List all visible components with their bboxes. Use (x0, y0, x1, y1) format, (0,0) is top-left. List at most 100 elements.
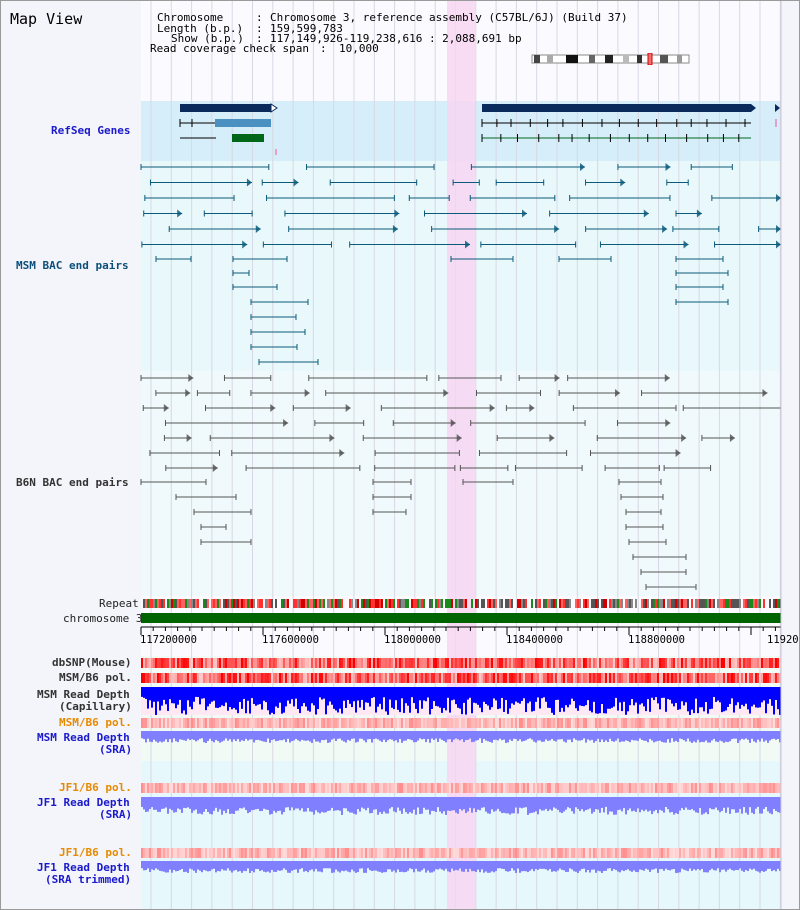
msm-read-depth-capillary-bar (593, 687, 595, 702)
msm-read-depth-capillary-bar (439, 687, 441, 708)
msm-read-depth-sra-bar (193, 731, 195, 740)
msm-read-depth-capillary-bar (145, 687, 147, 699)
track-label-msm-read-depth-sra[interactable]: MSM Read Depth (37, 731, 130, 744)
jf1-read-depth-bar (769, 797, 771, 814)
jf1-b6-pol2-strip (631, 848, 633, 858)
track-label-msm-b6-pol[interactable]: MSM/B6 pol. (59, 671, 132, 684)
jf1-b6-pol-strip (507, 783, 509, 793)
jf1-read-depth-bar (423, 797, 425, 808)
jf1-read-depth-bar (559, 797, 561, 813)
jf1-b6-pol-strip (427, 783, 429, 793)
jf1-b6-pol2-strip (735, 848, 737, 858)
track-label-msm-bac[interactable]: MSM BAC end pairs (16, 259, 129, 272)
jf1-b6-pol2-strip (693, 848, 695, 858)
msm-read-depth-sra-bar (669, 731, 671, 743)
msm-b6-pol2-strip (361, 718, 363, 728)
msm-b6-pol-strip (769, 673, 771, 683)
jf1-b6-pol-strip (197, 783, 199, 793)
jf1-b6-pol2-strip (499, 848, 501, 858)
jf1-read-depth-bar (735, 797, 737, 813)
msm-b6-pol2-strip (381, 718, 383, 728)
msm-b6-pol2-strip (757, 718, 759, 728)
track-label-jf1-b6-pol[interactable]: JF1/B6 pol. (59, 781, 132, 794)
track-label-msm-b6-pol-2[interactable]: MSM/B6 pol. (59, 716, 132, 729)
msm-read-depth-sra-bar (653, 731, 655, 743)
jf1-b6-pol-strip (287, 783, 289, 793)
track-label-jf1-read-depth[interactable]: JF1 Read Depth (37, 796, 130, 809)
msm-read-depth-capillary-bar (479, 687, 481, 708)
jf1-read-depth-trimmed-bar (691, 861, 693, 871)
msm-read-depth-sra-bar (739, 731, 741, 741)
msm-b6-pol-strip (301, 673, 303, 683)
jf1-b6-pol2-strip (565, 848, 567, 858)
msm-read-depth-capillary-bar (587, 687, 589, 701)
repeat-segment (183, 599, 185, 608)
dbsnp-strip (295, 658, 297, 668)
jf1-read-depth-bar (269, 797, 271, 815)
msm-read-depth-sra-bar (157, 731, 159, 743)
msm-read-depth-capillary-bar (497, 687, 499, 710)
jf1-b6-pol2-strip (457, 848, 459, 858)
jf1-read-depth-trimmed-bar (733, 861, 735, 871)
jf1-read-depth-bar (295, 797, 297, 809)
track-label-jf1-read-depth-trimmed[interactable]: JF1 Read Depth (37, 861, 130, 874)
msm-read-depth-sra-bar (241, 731, 243, 741)
dbsnp-strip (441, 658, 443, 668)
jf1-read-depth-bar (479, 797, 481, 811)
jf1-read-depth-trimmed-bar (625, 861, 627, 871)
jf1-read-depth-trimmed-bar (325, 861, 327, 869)
dbsnp-strip (191, 658, 193, 668)
chromosome-ideogram[interactable] (531, 53, 691, 65)
msm-read-depth-sra-bar (559, 731, 561, 740)
page-title: Map View (10, 10, 83, 28)
msm-b6-pol2-strip (465, 718, 467, 728)
jf1-read-depth-trimmed-bar (621, 861, 623, 871)
msm-read-depth-sra-bar (707, 731, 709, 743)
msm-read-depth-sra-bar (727, 731, 729, 743)
msm-b6-pol2-strip (505, 718, 507, 728)
msm-b6-pol2-strip (577, 718, 579, 728)
msm-read-depth-capillary-bar (767, 687, 769, 704)
msm-read-depth-sra-bar (501, 731, 503, 741)
msm-read-depth-capillary-bar (735, 687, 737, 706)
jf1-b6-pol2-strip (453, 848, 455, 858)
dbsnp-strip (403, 658, 405, 668)
track-label-jf1-b6-pol-2[interactable]: JF1/B6 pol. (59, 846, 132, 859)
jf1-read-depth-bar (705, 797, 707, 813)
jf1-b6-pol2-strip (579, 848, 581, 858)
jf1-read-depth-bar (725, 797, 727, 813)
msm-bac-pair-arrow (394, 209, 400, 218)
jf1-read-depth-bar (569, 797, 571, 809)
dbsnp-strip (541, 658, 543, 668)
track-label-b6n-bac[interactable]: B6N BAC end pairs (16, 476, 129, 489)
track-label-msm-read-depth-capillary[interactable]: MSM Read Depth (37, 688, 130, 701)
msm-b6-pol2-strip (623, 718, 625, 728)
jf1-b6-pol-strip (741, 783, 743, 793)
jf1-b6-pol2-strip (657, 848, 659, 858)
jf1-b6-pol-strip (201, 783, 203, 793)
msm-read-depth-sra-bar (585, 731, 587, 743)
dbsnp-strip (679, 658, 681, 668)
jf1-read-depth-trimmed-bar (369, 861, 371, 871)
track-label-refseq[interactable]: RefSeq Genes (51, 124, 131, 137)
msm-read-depth-sra-bar (255, 731, 257, 741)
msm-read-depth-capillary-bar (289, 687, 291, 704)
repeat-segment (385, 599, 387, 608)
msm-read-depth-sra-bar (467, 731, 469, 740)
jf1-b6-pol2-strip (435, 848, 437, 858)
jf1-b6-pol-strip (713, 783, 715, 793)
jf1-b6-pol-strip (425, 783, 427, 793)
repeat-segment (317, 599, 319, 608)
msm-b6-pol2-strip (235, 718, 237, 728)
dbsnp-strip (355, 658, 357, 668)
jf1-b6-pol-strip (717, 783, 719, 793)
jf1-b6-pol-strip (313, 783, 315, 793)
track-label-dbsnp[interactable]: dbSNP(Mouse) (52, 656, 132, 669)
msm-read-depth-capillary-bar (457, 687, 459, 708)
msm-b6-pol-strip (615, 673, 617, 683)
msm-read-depth-sra-bar (323, 731, 325, 741)
msm-b6-pol-strip (639, 673, 641, 683)
msm-read-depth-sra-bar (205, 731, 207, 743)
msm-read-depth-sra-bar (721, 731, 723, 742)
